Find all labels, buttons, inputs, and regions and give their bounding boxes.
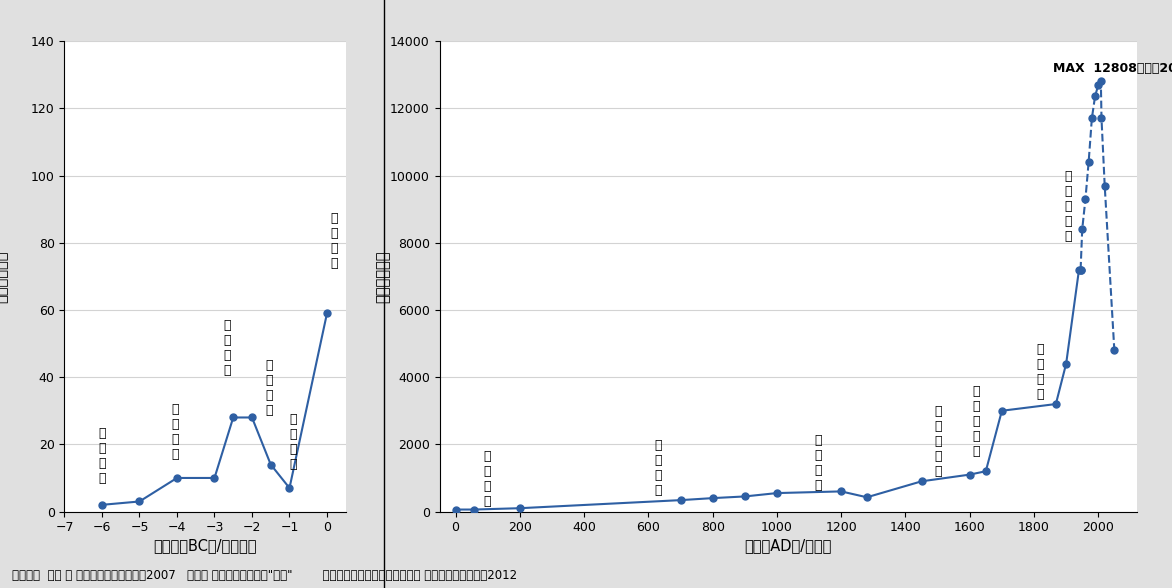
Text: 縄
文
中
期: 縄 文 中 期	[224, 319, 231, 377]
Y-axis label: 人口（万人）: 人口（万人）	[0, 250, 8, 303]
Text: 鎌
倉
幕
府: 鎌 倉 幕 府	[813, 434, 822, 492]
Text: 弥
生
時
代: 弥 生 時 代	[483, 450, 490, 508]
X-axis label: 西暦（AD）/（年）: 西暦（AD）/（年）	[744, 539, 832, 553]
Text: 弥
生
時
代: 弥 生 時 代	[331, 212, 338, 270]
Text: 関
ヶ
原
合
戦: 関 ヶ 原 合 戦	[934, 405, 942, 478]
Text: 第
二
次
大
戦: 第 二 次 大 戦	[1064, 170, 1071, 243]
Text: 縄
文
前
期: 縄 文 前 期	[171, 403, 179, 461]
Text: 縄
文
後
期: 縄 文 後 期	[265, 359, 273, 417]
X-axis label: 紀元前（BC）/（千年）: 紀元前（BC）/（千年）	[154, 539, 257, 553]
Text: データ：  髄頭 宏 「図説で見る日本史」2007   総務省 「国勢調査」及び"推計"        国立社会保障・人口問題研究所 「日本の推計人口」2012: データ： 髄頭 宏 「図説で見る日本史」2007 総務省 「国勢調査」及び"推計…	[12, 569, 517, 582]
Y-axis label: 人口（万人）: 人口（万人）	[376, 250, 390, 303]
Text: 縄
文
早
期: 縄 文 早 期	[98, 427, 105, 485]
Text: 亨
保
の
改
革: 亨 保 の 改 革	[973, 385, 980, 458]
Text: 大
宝
律
令: 大 宝 律 令	[655, 439, 662, 497]
Text: MAX  12808万人（2008）: MAX 12808万人（2008）	[1052, 62, 1172, 75]
Text: 明
治
維
新: 明 治 維 新	[1036, 343, 1044, 400]
Text: 縄
文
晩
期: 縄 文 晩 期	[289, 413, 297, 471]
